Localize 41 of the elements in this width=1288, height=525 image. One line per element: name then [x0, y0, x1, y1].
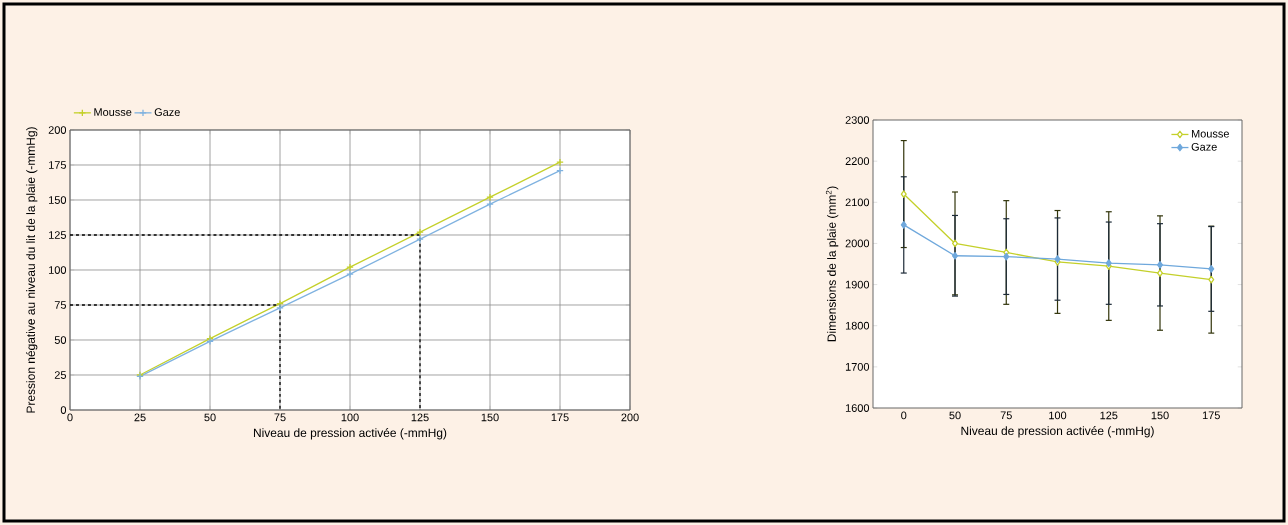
legend-label: Mousse: [1191, 129, 1229, 138]
y-tick-label: 175: [49, 161, 67, 169]
x-tick-label: 150: [1151, 411, 1169, 420]
y-tick-label: 0: [60, 406, 67, 414]
x-tick-label: 75: [1000, 411, 1012, 420]
y-axis-title: Dimensions de la plaie (mm$^{2}$): [825, 186, 839, 342]
y-axis-title: Pression négative au niveau du lit de la plaie (-mmHg): [26, 127, 38, 413]
x-tick-label: 175: [551, 413, 569, 422]
y-tick-label: 25: [54, 371, 67, 379]
x-tick-label: 0: [67, 413, 73, 422]
x-tick-label: 175: [1202, 411, 1220, 420]
x-axis-title: Niveau de pression activée (-mmHg): [253, 428, 447, 440]
y-tick-label: 2200: [845, 157, 870, 166]
legend-label: Gaze: [154, 108, 180, 117]
y-tick-label: 200: [48, 126, 67, 134]
x-tick-label: 125: [1100, 411, 1118, 420]
x-tick-label: 100: [341, 413, 359, 422]
x-axis-title: Niveau de pression activée (-mmHg): [961, 426, 1154, 438]
y-tick-label: 150: [49, 196, 67, 204]
y-tick-label: 2100: [845, 198, 870, 207]
y-tick-label: 1800: [845, 321, 870, 330]
x-tick-label: 200: [621, 413, 639, 422]
y-tick-label: 100: [49, 266, 67, 274]
y-tick-label: 50: [54, 336, 67, 344]
x-tick-label: 0: [901, 411, 907, 420]
x-tick-label: 75: [274, 413, 286, 422]
legend-label: Gaze: [1191, 142, 1217, 151]
x-tick-label: 150: [481, 413, 499, 422]
y-tick-label: 1600: [845, 404, 870, 412]
x-tick-label: 50: [949, 411, 961, 420]
x-tick-label: 50: [204, 413, 216, 422]
y-tick-label: 75: [54, 301, 67, 309]
x-tick-label: 125: [411, 413, 429, 422]
y-tick-label: 125: [49, 231, 67, 239]
x-tick-label: 100: [1049, 411, 1067, 420]
y-tick-label: 1700: [845, 362, 870, 371]
x-tick-label: 25: [134, 413, 146, 422]
y-tick-label: 2300: [845, 116, 870, 124]
legend-label: Mousse: [94, 108, 132, 116]
y-tick-label: 2000: [845, 239, 870, 248]
y-tick-label: 1900: [845, 280, 870, 289]
